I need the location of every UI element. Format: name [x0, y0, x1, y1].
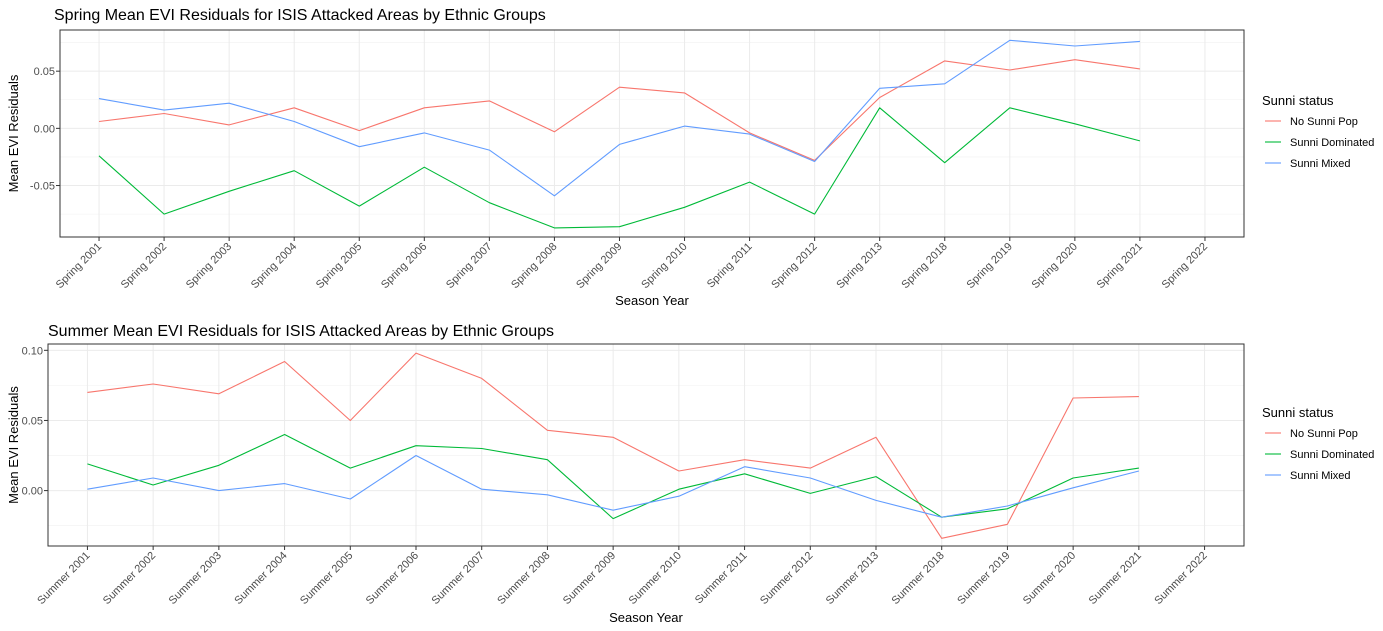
chart-title: Spring Mean EVI Residuals for ISIS Attac…: [54, 7, 546, 24]
series-line-sunni-dominated: [98, 107, 1141, 229]
x-tick-label: Spring 2018: [899, 241, 949, 291]
series-line-sunni-mixed: [98, 39, 1140, 197]
x-axis-title: Season Year: [609, 610, 683, 625]
x-tick-label: Summer 2022: [1152, 550, 1209, 607]
x-tick-label: Summer 2011: [693, 550, 750, 607]
panel-border: [47, 343, 1245, 547]
y-tick-label: 0.10: [22, 345, 43, 357]
x-tick-label: Spring 2002: [119, 241, 169, 291]
x-tick-label: Summer 2013: [824, 550, 881, 607]
x-tick-label: Summer 2010: [627, 550, 684, 607]
legend-label: No Sunni Pop: [1290, 428, 1358, 440]
legend: Sunni status No Sunni Pop Sunni Dominated S…: [1262, 405, 1374, 482]
y-tick-label: 0.00: [34, 123, 55, 135]
legend: Sunni status No Sunni Pop Sunni Dominated S…: [1262, 93, 1374, 170]
x-tick-label: Summer 2019: [955, 550, 1012, 607]
x-tick-label: Summer 2007: [429, 550, 486, 607]
x-tick-label: Summer 2018: [889, 550, 946, 607]
x-tick-label: Summer 2002: [101, 550, 158, 607]
x-tick-label: Summer 2005: [298, 550, 355, 607]
x-tick-label: Summer 2006: [364, 550, 421, 607]
legend-label: Sunni Dominated: [1290, 449, 1374, 461]
series-line-sunni-mixed: [87, 454, 1140, 518]
y-tick-label: 0.05: [22, 415, 43, 427]
x-axis-title: Season Year: [615, 293, 689, 308]
legend-label: Sunni Mixed: [1290, 158, 1351, 170]
legend-label: No Sunni Pop: [1290, 116, 1358, 128]
legend-item: Sunni Mixed: [1265, 470, 1351, 482]
x-tick-label: Summer 2020: [1021, 550, 1078, 607]
legend-title: Sunni status: [1262, 93, 1334, 108]
x-tick-label: Summer 2004: [232, 550, 289, 607]
x-tick-label: Spring 2010: [639, 241, 689, 291]
x-tick-label: Spring 2005: [314, 241, 364, 291]
x-tick-label: Spring 2012: [769, 241, 819, 291]
x-tick-label: Spring 2008: [509, 241, 559, 291]
y-tick-label: 0.00: [22, 486, 43, 498]
panel-border: [59, 29, 1245, 238]
series-line-no-sunni-pop: [98, 59, 1140, 161]
legend-item: Sunni Mixed: [1265, 158, 1351, 170]
x-tick-label: Spring 2022: [1160, 241, 1210, 291]
x-tick-label: Summer 2009: [561, 550, 618, 607]
legend-item: Sunni Dominated: [1265, 137, 1374, 149]
y-axis-title: Mean EVI Residuals: [6, 386, 21, 504]
legend-label: Sunni Mixed: [1290, 470, 1351, 482]
plot-background: [48, 344, 1244, 546]
x-tick-label: Summer 2003: [167, 550, 224, 607]
x-tick-label: Spring 2003: [184, 241, 234, 291]
series-line-sunni-dominated: [87, 433, 1139, 520]
legend-item: Sunni Dominated: [1265, 449, 1374, 461]
x-tick-label: Spring 2007: [444, 241, 494, 291]
y-axis-title: Mean EVI Residuals: [6, 74, 21, 192]
x-tick-label: Spring 2021: [1095, 241, 1145, 291]
x-tick-label: Summer 2001: [35, 550, 92, 607]
x-tick-label: Spring 2011: [705, 241, 755, 291]
chart-panel-1: -0.05 0.00 0.05 Spring 2001 Spring 2002 Sprin…: [6, 7, 1374, 308]
x-tick-label: Spring 2001: [54, 241, 104, 291]
legend-label: Sunni Dominated: [1290, 137, 1374, 149]
legend-title: Sunni status: [1262, 405, 1334, 420]
legend-item: No Sunni Pop: [1265, 428, 1358, 440]
x-tick-label: Spring 2009: [574, 241, 624, 291]
x-tick-label: Spring 2019: [964, 241, 1014, 291]
x-tick-label: Spring 2020: [1030, 241, 1080, 291]
x-tick-label: Summer 2008: [495, 550, 552, 607]
x-tick-label: Spring 2013: [834, 241, 884, 291]
x-tick-label: Summer 2012: [758, 550, 815, 607]
y-tick-label: -0.05: [30, 181, 55, 193]
x-tick-label: Spring 2004: [249, 241, 299, 291]
y-tick-label: 0.05: [34, 66, 55, 78]
series-line-no-sunni-pop: [87, 352, 1139, 539]
chart-title: Summer Mean EVI Residuals for ISIS Attac…: [48, 323, 554, 340]
x-tick-label: Summer 2021: [1087, 550, 1144, 607]
x-tick-label: Spring 2006: [379, 241, 429, 291]
legend-item: No Sunni Pop: [1265, 116, 1358, 128]
